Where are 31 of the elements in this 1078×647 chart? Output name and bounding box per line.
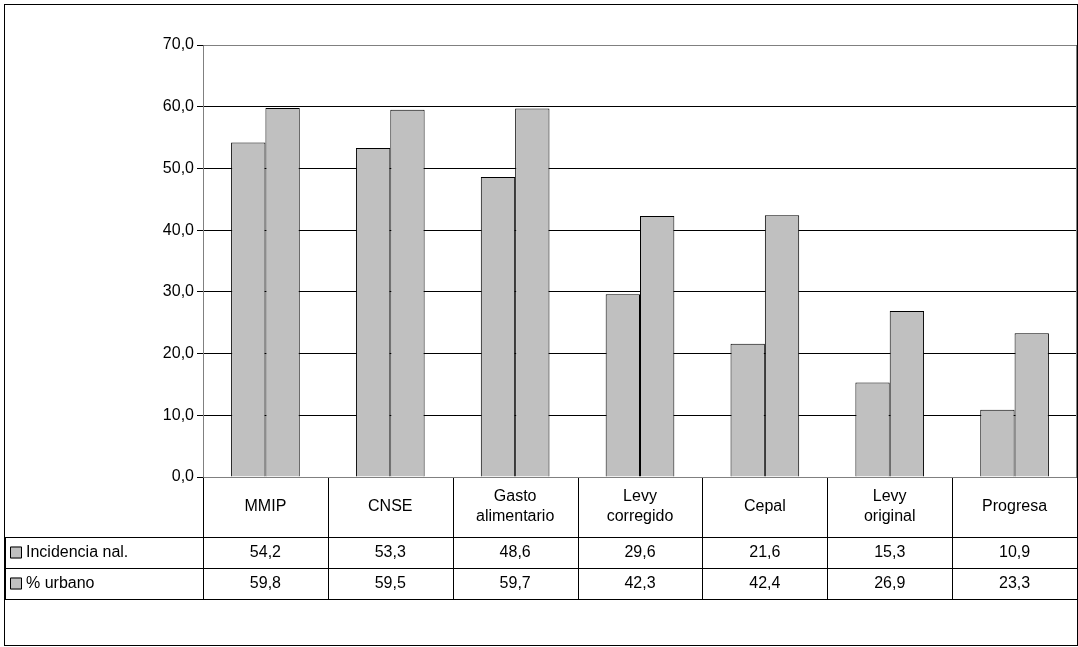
x-tick-label: Progresa (982, 497, 1048, 515)
data-label: 21,6 (749, 542, 781, 560)
y-tick-label: 0,0 (171, 467, 195, 485)
x-tick-label: Levy original (863, 487, 916, 525)
x-tick-label: Levy corregido (606, 487, 674, 525)
data-label: 26,9 (874, 573, 906, 591)
data-label: 23,3 (999, 573, 1031, 591)
y-tick-label: 40,0 (162, 220, 195, 238)
data-label: 59,5 (374, 573, 406, 591)
x-tick-label: CNSE (368, 497, 413, 515)
data-label: 54,2 (249, 542, 282, 560)
y-tick-label: 30,0 (162, 282, 195, 300)
legend-label: % urbano (26, 573, 95, 591)
y-tick-label: 70,0 (162, 35, 195, 53)
data-label: 10,9 (999, 542, 1031, 560)
x-tick-label: MMIP (244, 497, 287, 515)
y-tick-label: 50,0 (162, 158, 195, 176)
data-label: 42,4 (749, 573, 781, 591)
y-tick-label: 10,0 (162, 405, 195, 423)
data-label: 15,3 (874, 542, 906, 560)
data-label: 42,3 (624, 573, 656, 591)
y-tick-label: 60,0 (162, 97, 195, 115)
data-label: 48,6 (499, 542, 531, 560)
legend-label: Incidencia nal. (26, 542, 129, 560)
data-label: 53,3 (374, 542, 406, 560)
x-tick-label: Gasto alimentario (476, 487, 555, 525)
data-label: 59,8 (249, 573, 282, 591)
data-label: 29,6 (624, 542, 656, 560)
y-tick-label: 20,0 (162, 343, 195, 361)
x-tick-label: Cepal (743, 497, 786, 515)
data-label: 59,7 (499, 573, 531, 591)
